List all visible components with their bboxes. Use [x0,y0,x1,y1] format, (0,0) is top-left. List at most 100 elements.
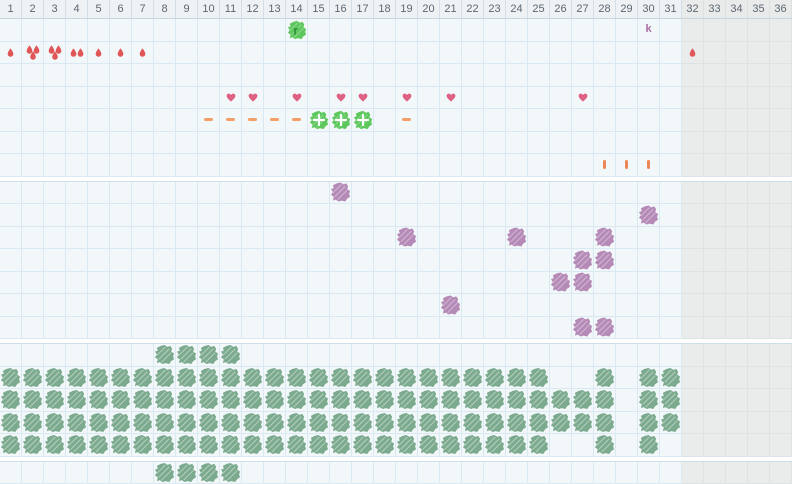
day-cell[interactable] [682,412,704,435]
day-cell[interactable] [748,249,770,272]
day-cell[interactable] [242,272,264,295]
day-cell[interactable] [220,412,242,435]
day-cell[interactable] [198,87,220,110]
day-cell[interactable] [506,64,528,87]
day-cell[interactable] [44,132,66,155]
day-cell[interactable] [396,19,418,42]
day-cell[interactable] [484,272,506,295]
day-cell[interactable] [616,227,638,250]
day-cell[interactable] [264,434,286,457]
day-cell[interactable] [264,182,286,205]
day-cell[interactable] [396,109,418,132]
day-cell[interactable] [396,64,418,87]
day-cell[interactable] [198,412,220,435]
day-cell[interactable] [22,182,44,205]
day-cell[interactable] [572,42,594,65]
day-cell[interactable] [528,87,550,110]
day-cell[interactable] [704,87,726,110]
day-cell[interactable] [286,412,308,435]
day-cell[interactable] [330,109,352,132]
day-cell[interactable] [0,132,22,155]
day-cell[interactable] [440,227,462,250]
day-cell[interactable] [440,204,462,227]
day-cell[interactable] [220,294,242,317]
day-cell[interactable] [132,367,154,390]
day-cell[interactable] [44,182,66,205]
day-cell[interactable] [286,182,308,205]
day-cell[interactable] [726,294,748,317]
day-cell[interactable] [506,109,528,132]
day-cell[interactable] [572,317,594,340]
day-cell[interactable] [528,64,550,87]
day-cell[interactable] [726,434,748,457]
day-cell[interactable] [352,19,374,42]
day-cell[interactable] [616,272,638,295]
day-cell[interactable] [418,412,440,435]
day-cell[interactable] [242,344,264,367]
day-cell[interactable] [528,412,550,435]
day-cell[interactable] [242,182,264,205]
day-cell[interactable] [616,182,638,205]
day-cell[interactable] [484,294,506,317]
day-cell[interactable] [264,42,286,65]
day-cell[interactable] [638,204,660,227]
day-cell[interactable] [66,19,88,42]
day-cell[interactable] [770,19,792,42]
day-cell[interactable] [462,109,484,132]
day-cell[interactable] [396,154,418,177]
day-cell[interactable] [682,389,704,412]
day-cell[interactable] [660,367,682,390]
day-cell[interactable] [154,249,176,272]
day-cell[interactable] [132,294,154,317]
day-cell[interactable] [748,389,770,412]
day-cell[interactable] [132,317,154,340]
day-cell[interactable] [242,294,264,317]
day-cell[interactable] [330,154,352,177]
day-cell[interactable] [748,412,770,435]
day-cell[interactable] [770,294,792,317]
day-cell[interactable] [198,182,220,205]
day-cell[interactable] [220,64,242,87]
day-cell[interactable] [462,367,484,390]
day-cell[interactable] [616,294,638,317]
day-cell[interactable] [264,154,286,177]
day-cell[interactable] [440,42,462,65]
day-cell[interactable] [484,367,506,390]
day-cell[interactable] [440,109,462,132]
day-cell[interactable] [220,109,242,132]
day-cell[interactable] [220,204,242,227]
day-cell[interactable] [682,109,704,132]
day-cell[interactable] [374,87,396,110]
day-cell[interactable] [110,154,132,177]
day-cell[interactable] [638,42,660,65]
day-cell[interactable] [396,367,418,390]
day-cell[interactable] [352,64,374,87]
day-cell[interactable] [110,227,132,250]
day-cell[interactable] [418,64,440,87]
day-cell[interactable] [0,227,22,250]
day-cell[interactable] [66,132,88,155]
day-cell[interactable] [154,182,176,205]
day-cell[interactable] [748,317,770,340]
day-cell[interactable] [110,272,132,295]
day-cell[interactable] [132,389,154,412]
day-cell[interactable] [22,317,44,340]
day-cell[interactable] [506,367,528,390]
day-cell[interactable] [220,182,242,205]
day-cell[interactable] [396,227,418,250]
day-cell[interactable] [44,19,66,42]
day-cell[interactable] [286,294,308,317]
day-cell[interactable] [748,64,770,87]
day-cell[interactable] [550,154,572,177]
day-cell[interactable] [660,389,682,412]
day-cell[interactable] [176,412,198,435]
day-cell[interactable] [594,132,616,155]
day-cell[interactable] [308,19,330,42]
day-cell[interactable] [616,87,638,110]
day-cell[interactable] [528,434,550,457]
day-cell[interactable] [330,344,352,367]
day-cell[interactable] [286,272,308,295]
day-cell[interactable] [396,317,418,340]
day-cell[interactable] [330,412,352,435]
day-cell[interactable] [682,87,704,110]
